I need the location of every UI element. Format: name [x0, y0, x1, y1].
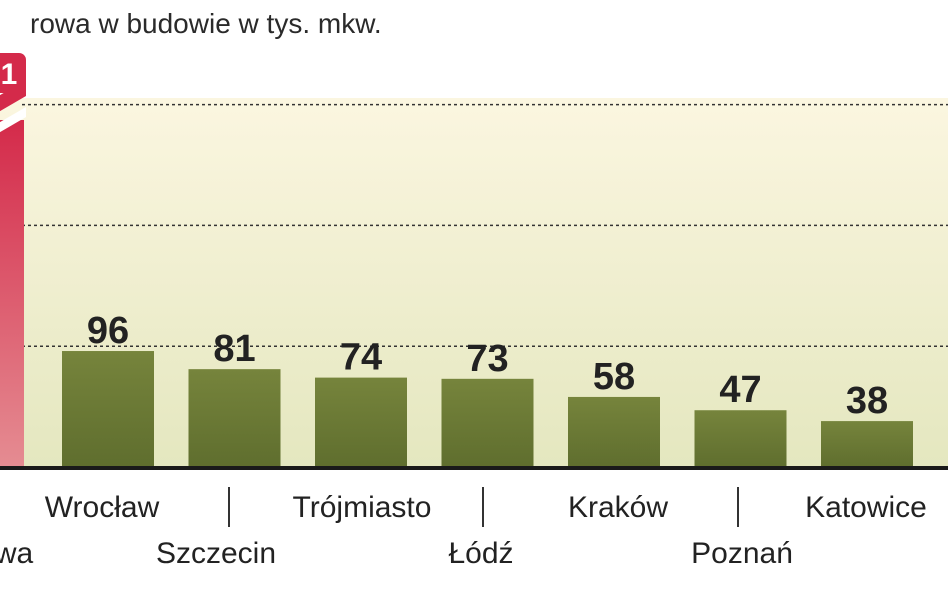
value-label: 58	[593, 356, 635, 398]
highlighted-bar-group: 1	[0, 53, 26, 467]
category-label: Katowice	[805, 491, 927, 524]
axis-break-mark	[0, 107, 26, 133]
gridlines	[22, 103, 948, 347]
bar-3	[315, 377, 407, 467]
value-label: 74	[340, 337, 382, 379]
category-label: wa	[0, 537, 33, 570]
category-label: Wrocław	[45, 491, 160, 524]
value-label: 81	[213, 328, 255, 370]
category-label: Szczecin	[156, 537, 276, 570]
value-label: 96	[87, 310, 129, 352]
x-axis-line	[0, 466, 948, 470]
value-label: 47	[719, 369, 761, 411]
value-label: 73	[466, 338, 508, 380]
category-label: Łódź	[448, 537, 513, 570]
bar-7	[821, 421, 913, 467]
bar-2	[188, 369, 281, 467]
highlighted-value-label: 1	[1, 58, 18, 91]
bar-5	[568, 396, 660, 467]
bar-1	[62, 351, 154, 467]
bars	[62, 351, 913, 467]
category-label: Trójmiasto	[293, 491, 432, 524]
bar-highlighted	[0, 120, 24, 467]
category-separators	[228, 487, 739, 527]
category-label: Poznań	[691, 537, 793, 570]
bar-6	[694, 410, 787, 467]
highlighted-value-badge	[0, 53, 26, 93]
category-labels: wa Wrocław Szczecin Trójmiasto Łódź Kraków Poz…	[0, 491, 927, 570]
value-label: 38	[846, 380, 888, 422]
value-labels: 96 81 74 73 58 47 38	[87, 310, 888, 422]
category-label: Kraków	[568, 491, 668, 524]
bar-4	[441, 378, 534, 467]
chart-title: rowa w budowie w tys. mkw.	[30, 8, 382, 39]
